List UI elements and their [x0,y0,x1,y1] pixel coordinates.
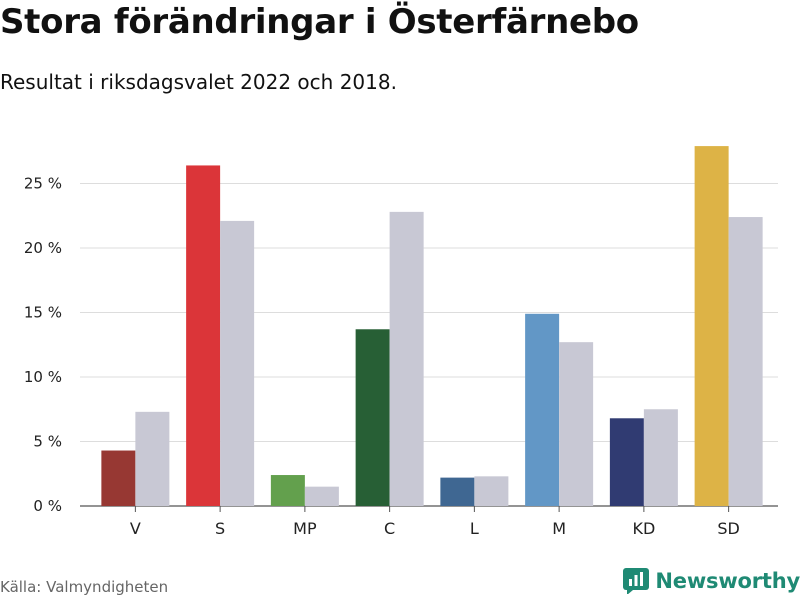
bar-chart-icon [623,568,650,594]
newsworthy-logo[interactable]: Newsworthy [623,568,800,594]
bar-2022-sd [694,146,729,506]
y-tick-label: 0 % [33,497,62,515]
bar-2018-l [474,476,509,506]
x-tick-label: SD [717,519,739,538]
x-tick-label: MP [293,519,317,538]
bar-2022-kd [609,418,644,506]
bar-2022-mp [270,475,305,506]
chart-title: Stora förändringar i Österfärnebo [0,2,639,42]
bars [101,146,763,507]
y-tick-label: 10 % [24,368,62,386]
x-tick-label: C [384,519,395,538]
source-note: Källa: Valmyndigheten [0,578,169,596]
x-tick-label: M [552,519,566,538]
bar-2022-c [355,329,390,506]
bar-2018-kd [643,409,678,506]
brand-name: Newsworthy [655,569,800,593]
y-tick-label: 20 % [24,239,62,257]
y-axis-ticks: 0 % 5 % 10 % 15 % 20 % 25 % [24,175,62,516]
bar-chart: 0 % 5 % 10 % 15 % 20 % 25 % V S MP C L M KD SD [24,146,778,538]
y-tick-label: 5 % [33,433,62,451]
bar-2022-l [440,477,475,506]
chart-subtitle: Resultat i riksdagsvalet 2022 och 2018. [0,70,397,94]
bar-2022-m [525,313,560,506]
x-tick-label: L [470,519,479,538]
bar-2018-c [389,211,424,506]
bar-2022-v [101,450,136,506]
bar-2018-sd [728,217,763,507]
x-axis-ticks: V S MP C L M KD SD [130,506,740,538]
x-tick-label: V [130,519,141,538]
x-tick-label: S [215,519,225,538]
bar-2018-v [135,411,170,506]
bar-2018-s [220,220,255,506]
bar-2018-mp [304,486,339,506]
y-tick-label: 15 % [24,304,62,322]
y-tick-label: 25 % [24,175,62,193]
bar-2022-s [186,165,221,506]
x-tick-label: KD [632,519,655,538]
bar-2018-m [559,342,594,506]
